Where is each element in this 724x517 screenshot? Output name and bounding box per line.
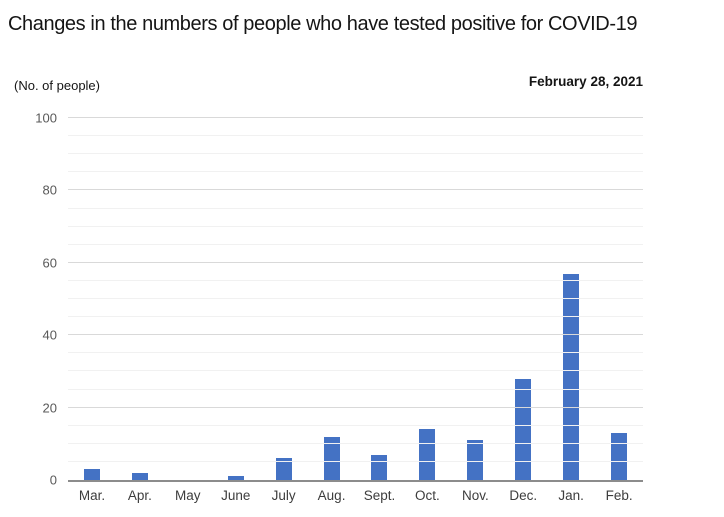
y-tick-label: 80 xyxy=(42,182,57,198)
major-gridline xyxy=(68,261,643,263)
x-tick-label: June xyxy=(221,488,251,503)
bar-june xyxy=(227,476,244,480)
bar-cell xyxy=(212,118,260,480)
minor-gridline xyxy=(68,316,643,318)
bar-jan xyxy=(563,273,580,480)
major-gridline xyxy=(68,117,643,118)
bar-mar xyxy=(83,469,100,480)
x-tick-label: Oct. xyxy=(415,488,440,503)
bar-sept xyxy=(371,454,388,480)
bar-oct xyxy=(419,429,436,480)
minor-gridline xyxy=(68,171,643,173)
minor-gridline xyxy=(68,424,643,426)
y-tick-label: 0 xyxy=(49,472,57,488)
date-annotation: February 28, 2021 xyxy=(528,74,643,89)
major-gridline xyxy=(68,189,643,191)
x-tick-label: Jan. xyxy=(558,488,584,503)
x-axis-tick-labels: Mar. Apr. May June July Aug. Sept. Oct. Nov. Dec.… xyxy=(68,488,643,503)
x-tick-label: Aug. xyxy=(317,488,346,503)
x-tick-label: Apr. xyxy=(127,488,152,503)
y-tick-label: 60 xyxy=(42,255,57,271)
y-axis-unit-label: (No. of people) xyxy=(14,78,100,93)
y-tick-label: 40 xyxy=(42,327,57,343)
major-gridline xyxy=(68,406,643,408)
bar-cell xyxy=(68,118,116,480)
minor-gridline xyxy=(68,135,643,137)
x-tick-label: Nov. xyxy=(461,488,489,503)
bar-dec xyxy=(515,378,532,480)
bar-feb xyxy=(611,432,628,480)
minor-gridline xyxy=(68,370,643,372)
bar-aug xyxy=(323,436,340,480)
x-tick-label: Dec. xyxy=(509,488,538,503)
x-tick-label: Mar. xyxy=(78,488,106,503)
page-title: Changes in the numbers of people who hav… xyxy=(8,13,638,35)
bar-cell xyxy=(595,118,643,480)
bar-apr xyxy=(131,472,148,480)
x-tick-label: Feb. xyxy=(605,488,633,503)
minor-gridline xyxy=(68,153,643,155)
y-tick-label: 100 xyxy=(35,110,57,126)
plot-area: Mar. Apr. May June July Aug. Sept. Oct. Nov. Dec.… xyxy=(35,112,643,503)
minor-gridline xyxy=(68,225,643,227)
bar-cell xyxy=(308,118,356,480)
minor-gridline xyxy=(68,207,643,209)
bar-cell xyxy=(260,118,308,480)
x-tick-label: May xyxy=(175,488,201,503)
bar-cell xyxy=(116,118,164,480)
y-tick-label: 20 xyxy=(42,400,57,416)
bar-cell xyxy=(499,118,547,480)
bar-july xyxy=(275,458,292,480)
minor-gridline xyxy=(68,298,643,299)
x-tick-label: Sept. xyxy=(363,488,396,503)
bar-nov xyxy=(467,440,484,480)
bar-cell xyxy=(451,118,499,480)
minor-gridline xyxy=(68,388,643,390)
minor-gridline xyxy=(68,460,643,462)
minor-gridline xyxy=(68,352,643,354)
major-gridline xyxy=(68,334,643,336)
bar-cell xyxy=(547,118,595,480)
x-tick-label: July xyxy=(271,488,296,503)
minor-gridline xyxy=(68,442,643,444)
minor-gridline xyxy=(68,243,643,245)
bar-cell xyxy=(403,118,451,480)
minor-gridline xyxy=(68,279,643,281)
